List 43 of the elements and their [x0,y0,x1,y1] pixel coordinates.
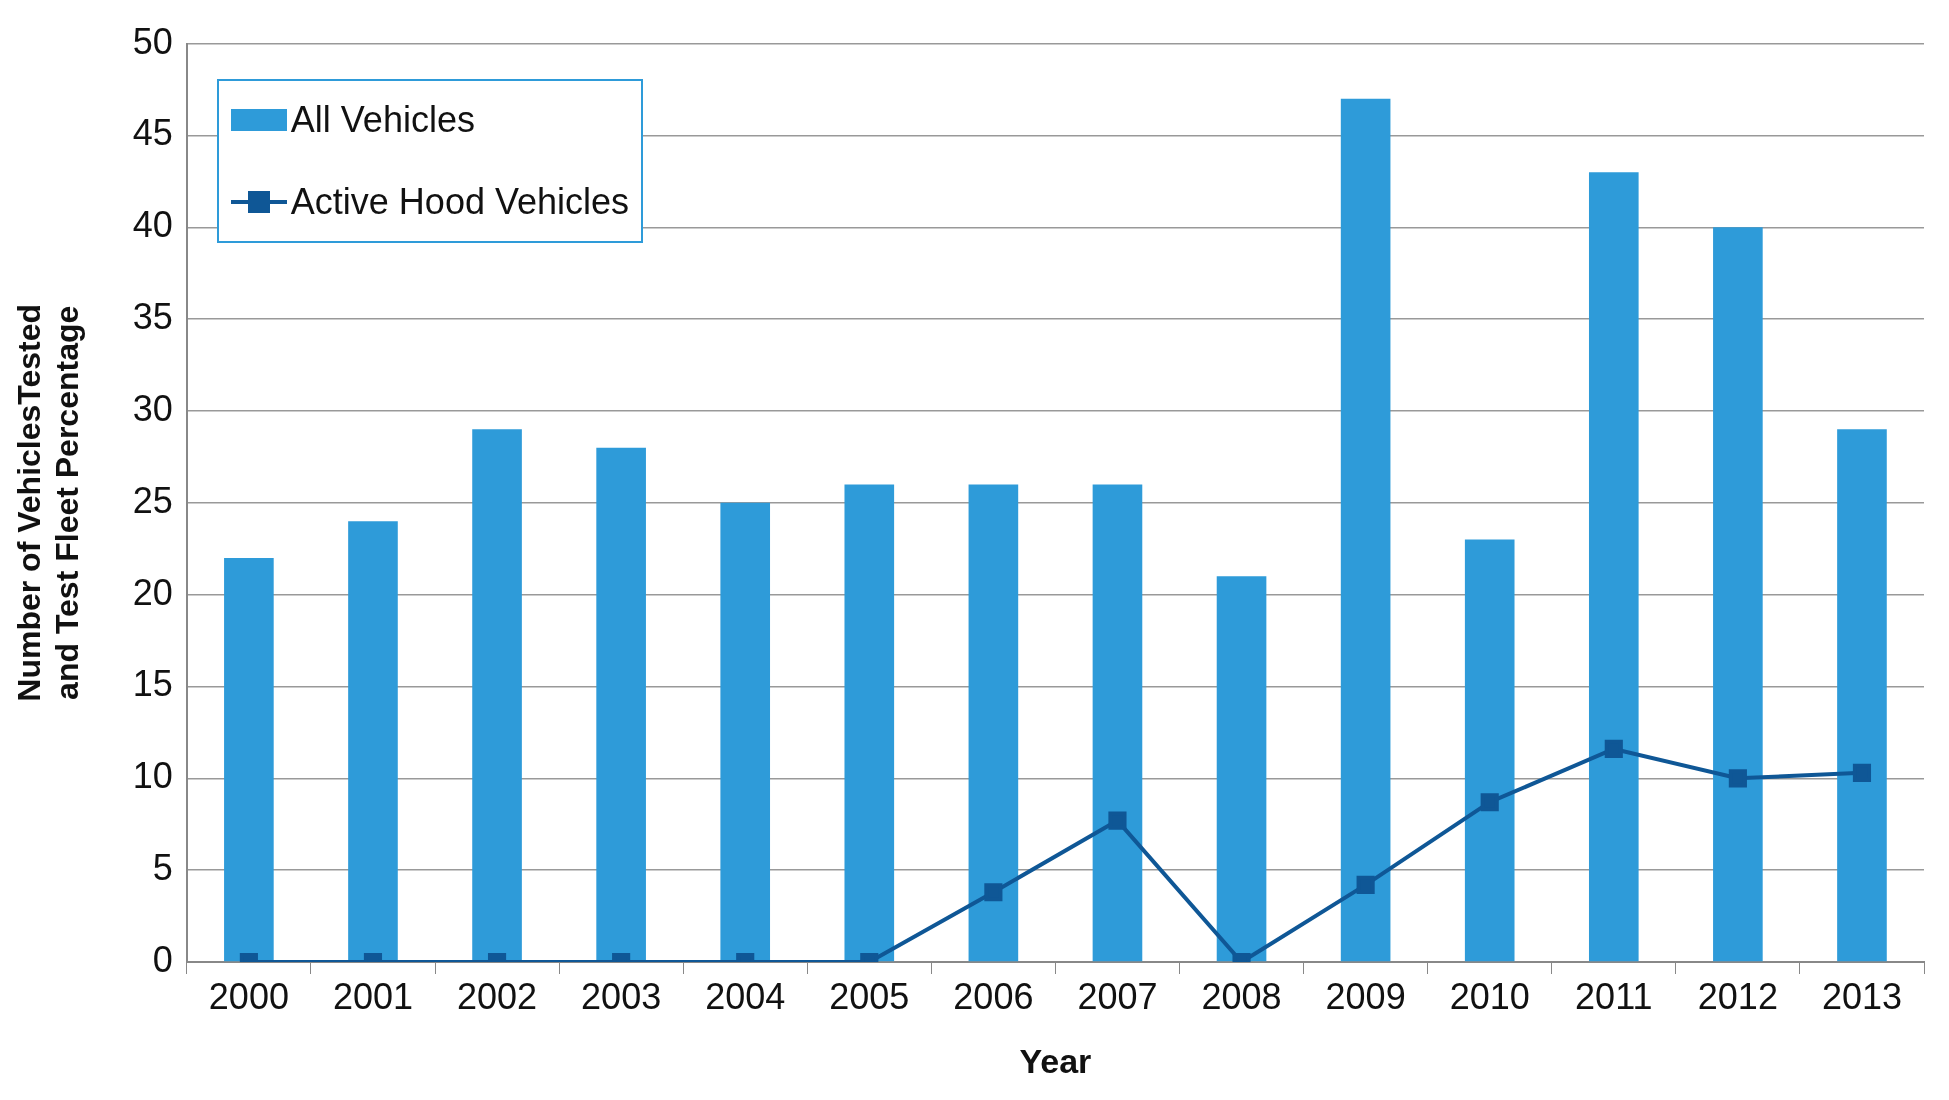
y-tick-label: 35 [132,296,173,338]
x-tick-label: 2003 [581,975,662,1017]
bar [844,484,895,962]
legend-label: All Vehicles [290,98,475,141]
bar [968,484,1019,962]
x-tick-label: 2002 [457,975,538,1017]
x-tick-label: 2008 [1201,975,1282,1017]
x-tick-label: 2011 [1575,975,1653,1017]
bar [1464,539,1515,962]
bar [224,557,274,962]
y-tick-label: 20 [132,571,173,613]
y-tick-label: 40 [132,204,173,246]
y-tick-label: 25 [132,479,173,521]
x-tick-label: 2007 [1077,975,1158,1017]
bar [348,521,398,962]
bar [720,502,771,962]
y-tick-label: 0 [152,938,173,980]
bar [1340,98,1391,962]
y-tick-label: 10 [132,755,173,797]
bar [1216,576,1267,962]
y-tick-label: 45 [132,112,173,154]
bar [1713,227,1763,962]
legend-label: Active Hood Vehicles [290,180,630,223]
y-axis-title: Number of VehiclesTested and Test Fleet Percentage [11,303,86,702]
bar [1837,429,1887,962]
x-tick-label: 2005 [829,975,910,1017]
bar [596,447,646,962]
y-tick-label: 15 [132,663,173,705]
bar [1588,172,1639,962]
y-tick-label: 50 [132,20,173,62]
x-tick-label: 2004 [705,975,786,1017]
x-tick-label: 2012 [1697,975,1778,1017]
x-tick-label: 2010 [1449,975,1530,1017]
bar [472,429,522,962]
y-tick-label: 5 [152,847,173,889]
x-tick-label: 2001 [332,975,414,1017]
y-tick-label: 30 [132,387,173,429]
x-tick-label: 2000 [208,975,289,1017]
x-tick-label: 2013 [1821,975,1903,1017]
x-axis-title: Year [1019,1041,1092,1080]
x-tick-label: 2009 [1325,975,1406,1017]
bar [1092,484,1143,962]
x-tick-label: 2006 [953,975,1034,1017]
